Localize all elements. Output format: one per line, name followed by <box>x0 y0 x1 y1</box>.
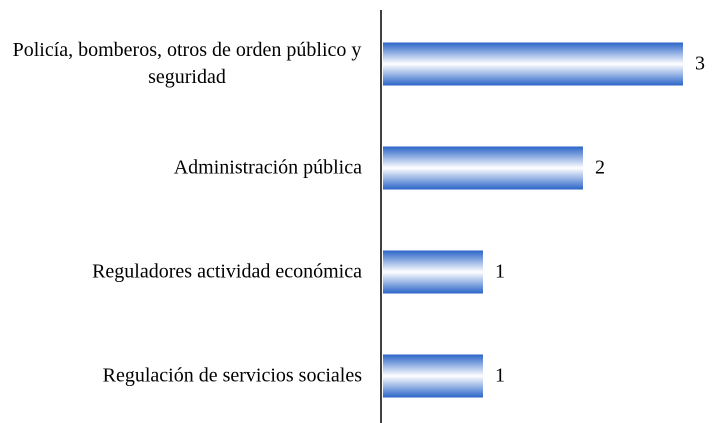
bar <box>383 146 583 190</box>
bar <box>383 354 483 398</box>
value-label: 1 <box>495 261 505 283</box>
category-label-box: Regulación de servicios sociales <box>12 363 362 390</box>
bar <box>383 42 683 86</box>
category-label: Administración pública <box>173 156 362 179</box>
category-label: Regulación de servicios sociales <box>102 364 362 387</box>
category-label-box: Policía, bomberos, otros de orden públic… <box>12 37 362 91</box>
bar <box>383 250 483 294</box>
category-label: Reguladores actividad económica <box>92 260 362 283</box>
category-label: Policía, bomberos, otros de orden públic… <box>12 39 362 88</box>
category-label-box: Administración pública <box>12 155 362 182</box>
value-label: 1 <box>495 365 505 387</box>
value-label: 3 <box>695 53 705 75</box>
category-label-box: Reguladores actividad económica <box>12 259 362 286</box>
value-label: 2 <box>595 157 605 179</box>
